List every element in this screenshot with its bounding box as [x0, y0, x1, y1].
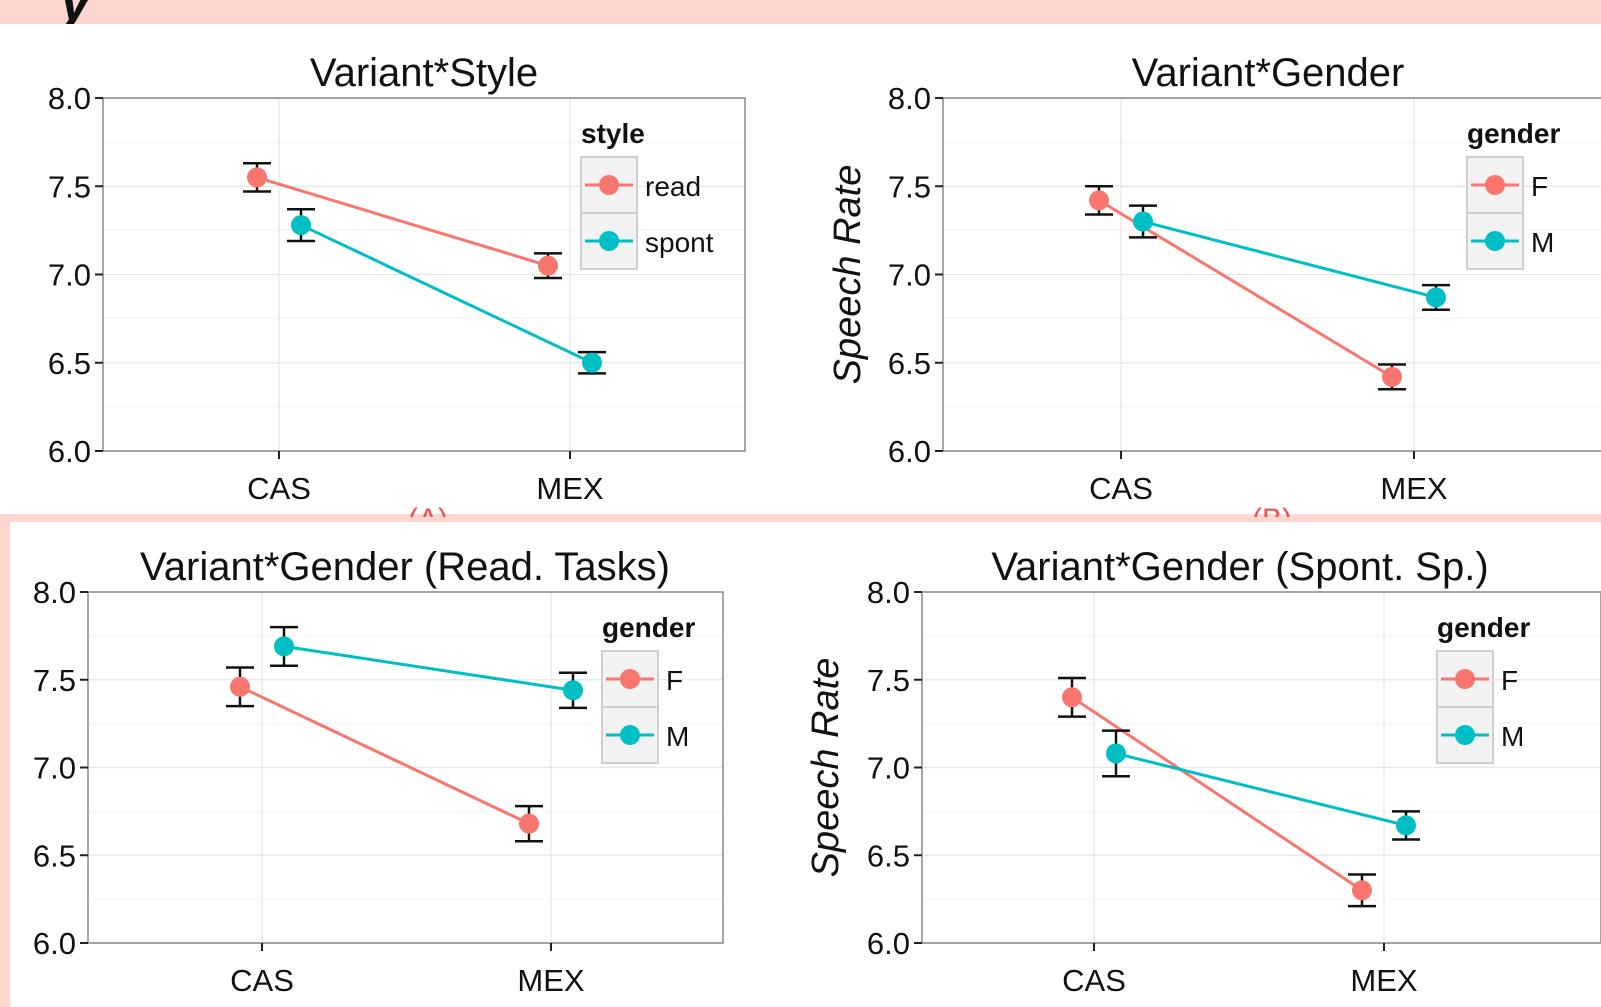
- legend-label-F: F: [666, 665, 683, 696]
- data-point-spont: [291, 215, 311, 236]
- x-tick-label: MEX: [517, 963, 585, 998]
- x-tick-label: CAS: [1089, 471, 1153, 506]
- data-point-F: [1382, 366, 1402, 387]
- y-tick-label: 8.0: [48, 81, 91, 116]
- series-line-M: [1142, 220, 1437, 299]
- legend-label-M: M: [1501, 721, 1524, 752]
- data-point-M: [274, 636, 294, 657]
- legend-key-point: [599, 175, 619, 195]
- chart-panel-variant-gender: 6.0 6.5 7.0 7.5 8.0 CAS MEX Variant*Gender Speec…: [790, 24, 1601, 514]
- data-point-F: [230, 676, 250, 697]
- chart-variant-gender-spont: 6.0 6.5 7.0 7.5 8.0 CAS MEX Variant*Gender (Spo…: [805, 545, 1601, 998]
- y-tick-label: 7.5: [33, 663, 76, 698]
- legend-key-point: [1485, 231, 1505, 251]
- x-tick-label: MEX: [1380, 471, 1448, 506]
- y-tick-label: 6.0: [867, 926, 910, 961]
- legend-label-spont: spont: [645, 227, 714, 258]
- y-tick-label: 6.5: [867, 838, 910, 873]
- y-tick-label: 6.0: [48, 434, 91, 469]
- chart-panel-variant-style: 6.0 6.5 7.0 7.5 8.0 CAS MEX Variant*Style style r…: [0, 24, 790, 514]
- x-tick-label: MEX: [1350, 963, 1418, 998]
- x-tick-label: CAS: [247, 471, 311, 506]
- data-point-M: [563, 680, 583, 701]
- data-point-M: [1396, 815, 1416, 836]
- chart-title: Variant*Style: [310, 51, 538, 95]
- legend-title: style: [581, 118, 645, 149]
- chart-variant-style: 6.0 6.5 7.0 7.5 8.0 CAS MEX Variant*Style styler…: [48, 51, 746, 506]
- legend-key-point: [599, 231, 619, 251]
- data-point-read: [247, 167, 267, 188]
- y-tick-label: 7.5: [48, 169, 91, 204]
- data-point-F: [1352, 880, 1372, 901]
- y-tick-label: 7.0: [48, 258, 91, 293]
- data-point-M: [1426, 287, 1446, 308]
- chart-title: Variant*Gender (Read. Tasks): [140, 545, 670, 589]
- legend-label-M: M: [1531, 227, 1554, 258]
- legend-label-read: read: [645, 171, 701, 202]
- y-tick-label: 7.0: [888, 258, 931, 293]
- series-line-F: [239, 685, 530, 826]
- y-tick-label: 7.5: [888, 169, 931, 204]
- y-tick-label: 7.5: [867, 663, 910, 698]
- legend-label-M: M: [666, 721, 689, 752]
- legend-title: gender: [1437, 612, 1530, 643]
- data-point-M: [1106, 743, 1126, 764]
- series-line-M: [1115, 752, 1407, 827]
- legend-label-F: F: [1531, 171, 1548, 202]
- chart-title: Variant*Gender (Spont. Sp.): [991, 545, 1488, 589]
- chart-title: Variant*Gender: [1132, 51, 1405, 95]
- data-point-spont: [582, 352, 602, 373]
- y-tick-label: 7.0: [33, 751, 76, 786]
- chart-variant-gender: 6.0 6.5 7.0 7.5 8.0 CAS MEX Variant*Gender Speec…: [827, 51, 1601, 506]
- y-axis-label: Speech Rate: [827, 165, 869, 385]
- y-tick-label: 8.0: [888, 81, 931, 116]
- legend-title: gender: [1467, 118, 1560, 149]
- x-tick-label: CAS: [1062, 963, 1126, 998]
- y-tick-label: 6.0: [33, 926, 76, 961]
- y-tick-label: 8.0: [867, 575, 910, 610]
- data-point-read: [538, 255, 558, 276]
- legend-key-point: [1485, 175, 1505, 195]
- legend-title: gender: [602, 612, 695, 643]
- x-tick-label: CAS: [230, 963, 294, 998]
- y-tick-label: 6.5: [33, 838, 76, 873]
- chart-panel-variant-gender-read: 6.0 6.5 7.0 7.5 8.0 CAS MEX Variant*Gender (Rea…: [10, 522, 770, 1007]
- legend-key-point: [620, 669, 640, 689]
- x-tick-label: MEX: [536, 471, 604, 506]
- legend-label-F: F: [1501, 665, 1518, 696]
- series-line-M: [283, 644, 574, 692]
- y-tick-label: 6.0: [888, 434, 931, 469]
- y-tick-label: 6.5: [48, 346, 91, 381]
- data-point-M: [1133, 211, 1153, 232]
- data-point-F: [1089, 190, 1109, 211]
- legend-key-point: [1455, 669, 1475, 689]
- y-tick-label: 8.0: [33, 575, 76, 610]
- legend-key-point: [1455, 725, 1475, 745]
- cutoff-label-a: (A): [408, 505, 448, 517]
- legend-key-point: [620, 725, 640, 745]
- chart-panel-variant-gender-spont: 6.0 6.5 7.0 7.5 8.0 CAS MEX Variant*Gender (Spo…: [770, 522, 1601, 1007]
- data-point-F: [519, 813, 539, 834]
- y-tick-label: 7.0: [867, 751, 910, 786]
- series-line-spont: [300, 223, 593, 365]
- data-point-F: [1062, 687, 1082, 708]
- chart-variant-gender-read: 6.0 6.5 7.0 7.5 8.0 CAS MEX Variant*Gender (Rea…: [33, 545, 724, 998]
- series-line-read: [256, 175, 549, 268]
- cutoff-label-b: (B): [1252, 505, 1292, 517]
- y-tick-label: 6.5: [888, 346, 931, 381]
- y-axis-label: Speech Rate: [805, 658, 847, 878]
